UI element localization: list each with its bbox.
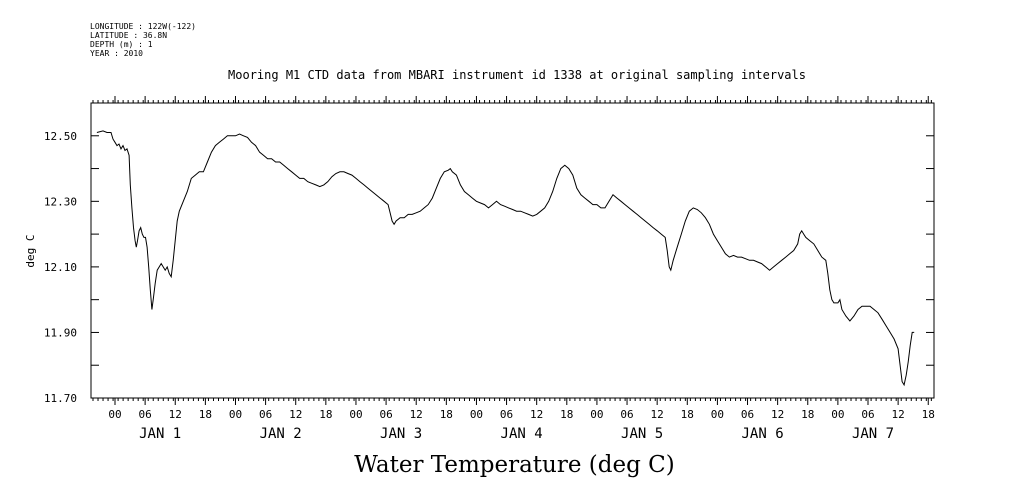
x-day-label: JAN 1: [139, 426, 181, 442]
x-day-label: JAN 7: [852, 426, 894, 442]
series-line: [96, 130, 915, 387]
bottom-title: Water Temperature (deg C): [354, 452, 675, 478]
depth-label: DEPTH (m) : 1: [90, 40, 153, 49]
x-tick-label: 00: [108, 408, 121, 421]
chart-title: Mooring M1 CTD data from MBARI instrumen…: [228, 68, 806, 82]
x-tick-label: 06: [500, 408, 513, 421]
x-tick-label: 00: [349, 408, 362, 421]
x-tick-label: 18: [440, 408, 453, 421]
x-tick-label: 18: [319, 408, 332, 421]
x-tick-label: 12: [651, 408, 664, 421]
x-day-label: JAN 4: [501, 426, 543, 442]
x-tick-label: 18: [681, 408, 694, 421]
x-tick-label: 06: [620, 408, 633, 421]
x-tick-label: 12: [771, 408, 784, 421]
y-tick-label: 12.50: [44, 130, 77, 143]
x-tick-label: 12: [289, 408, 302, 421]
plot-frame: [90, 102, 935, 399]
x-tick-label: 00: [711, 408, 724, 421]
x-tick-label: 12: [891, 408, 904, 421]
x-tick-label: 06: [379, 408, 392, 421]
metadata-block: LONGITUDE : 122W(-122) LATITUDE : 36.8N …: [90, 22, 196, 58]
year-label: YEAR : 2010: [90, 49, 143, 58]
y-tick-label: 11.90: [44, 326, 77, 339]
x-tick-label: 00: [831, 408, 844, 421]
x-tick-label: 06: [138, 408, 151, 421]
x-tick-label: 18: [801, 408, 814, 421]
x-tick-label: 00: [229, 408, 242, 421]
x-day-label: JAN 2: [260, 426, 302, 442]
latitude-label: LATITUDE : 36.8N: [90, 31, 168, 40]
x-tick-label: 12: [530, 408, 543, 421]
x-day-label: JAN 3: [380, 426, 422, 442]
x-day-label: JAN 5: [621, 426, 663, 442]
y-axis-label: deg C: [24, 234, 37, 267]
y-tick-label: 12.10: [44, 261, 77, 274]
x-tick-label: 06: [861, 408, 874, 421]
y-tick-label: 12.30: [44, 195, 77, 208]
x-tick-label: 00: [590, 408, 603, 421]
x-tick-label: 18: [922, 408, 935, 421]
longitude-label: LONGITUDE : 122W(-122): [90, 22, 196, 31]
x-tick-label: 06: [259, 408, 272, 421]
x-day-label: JAN 6: [742, 426, 784, 442]
x-tick-label: 18: [560, 408, 573, 421]
y-tick-label: 11.70: [44, 392, 77, 405]
x-tick-label: 18: [199, 408, 212, 421]
x-tick-label: 12: [169, 408, 182, 421]
x-tick-label: 00: [470, 408, 483, 421]
x-tick-label: 06: [741, 408, 754, 421]
x-tick-label: 12: [410, 408, 423, 421]
